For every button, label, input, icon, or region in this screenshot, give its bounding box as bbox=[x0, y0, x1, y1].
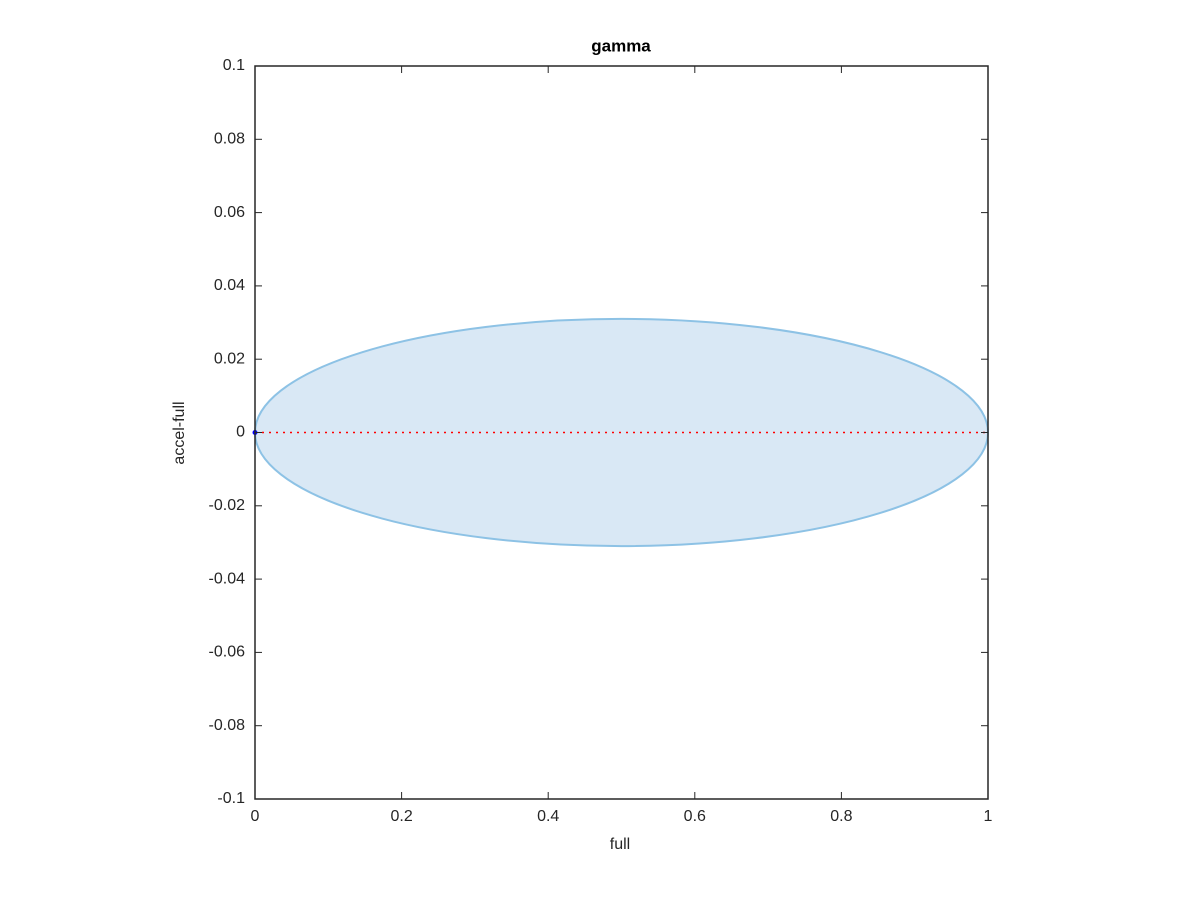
x-tick-label: 0.4 bbox=[537, 808, 559, 825]
chart-title: gamma bbox=[591, 36, 651, 55]
y-tick-label: 0.02 bbox=[214, 350, 245, 367]
y-tick-label: -0.04 bbox=[209, 570, 246, 587]
y-tick-label: -0.06 bbox=[209, 644, 246, 661]
y-tick-label: -0.1 bbox=[217, 790, 245, 807]
y-tick-label: -0.02 bbox=[209, 497, 246, 514]
y-tick-label: 0.1 bbox=[223, 57, 245, 74]
y-tick-label: 0.06 bbox=[214, 204, 245, 221]
y-axis-label: accel-full bbox=[171, 401, 188, 464]
x-axis-label: full bbox=[610, 836, 630, 853]
x-tick-label: 0 bbox=[251, 808, 260, 825]
x-tick-label: 0.8 bbox=[830, 808, 852, 825]
y-tick-label: 0.04 bbox=[214, 277, 245, 294]
x-tick-label: 0.2 bbox=[390, 808, 412, 825]
y-tick-label: -0.08 bbox=[209, 717, 246, 734]
y-tick-label: 0 bbox=[236, 424, 245, 441]
x-tick-label: 1 bbox=[984, 808, 993, 825]
x-tick-label: 0.6 bbox=[684, 808, 706, 825]
y-tick-label: 0.08 bbox=[214, 131, 245, 148]
